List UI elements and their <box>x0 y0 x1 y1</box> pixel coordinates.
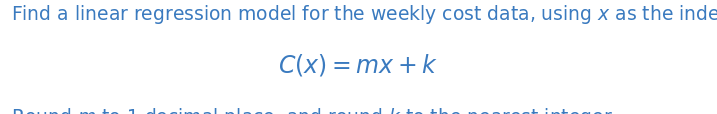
Text: $C(x) = mx + k$: $C(x) = mx + k$ <box>278 51 439 77</box>
Text: Find a linear regression model for the weekly cost data, using $x$ as the indepe: Find a linear regression model for the w… <box>11 3 717 26</box>
Text: Round $m$ to 1 decimal place, and round $k$ to the nearest integer.: Round $m$ to 1 decimal place, and round … <box>11 105 617 114</box>
